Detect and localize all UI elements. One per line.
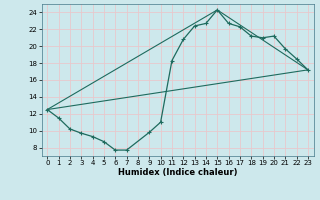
- X-axis label: Humidex (Indice chaleur): Humidex (Indice chaleur): [118, 168, 237, 177]
